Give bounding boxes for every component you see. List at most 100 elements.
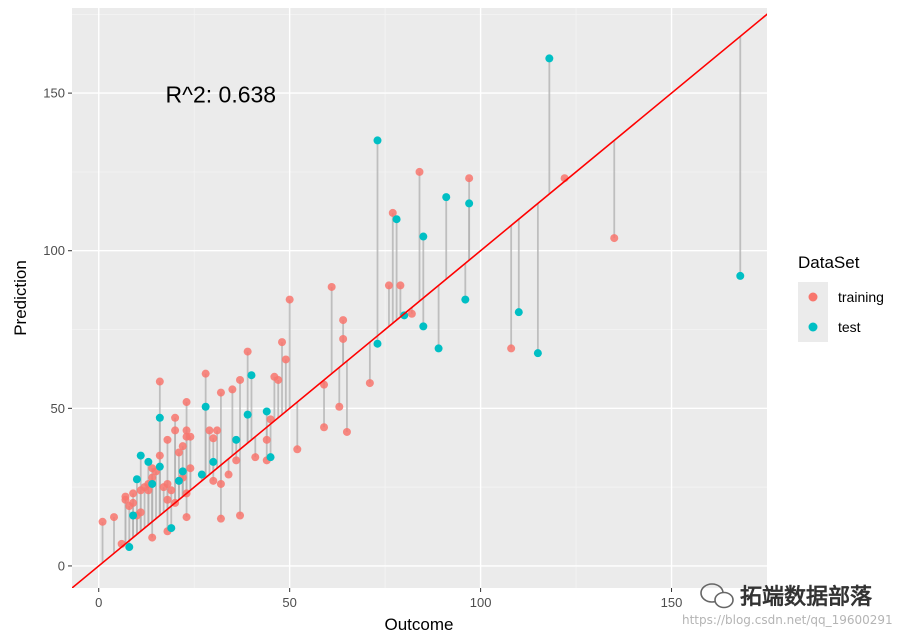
point-training [174,448,183,457]
legend-key-test [808,322,818,332]
y-axis-ticks: 0 50 100 150 [43,86,72,573]
point-training [216,479,225,488]
point-training [327,282,336,291]
point-test [736,271,745,280]
point-test [533,349,542,358]
point-training [136,508,145,517]
point-training [465,174,474,183]
point-test [125,543,134,552]
point-test [373,339,382,348]
point-training [129,498,138,507]
point-training [216,388,225,397]
point-training [182,426,191,435]
point-training [224,470,233,479]
point-training [610,234,619,243]
watermark: 拓端数据部落 https://blog.csdn.net/qq_19600291 [682,583,893,627]
point-training [167,486,176,495]
legend: DataSet training test [798,253,884,342]
point-training [121,492,130,501]
y-tick-label: 100 [43,243,65,258]
point-test [442,193,451,202]
point-training [110,513,119,522]
point-training [388,208,397,217]
point-test [148,479,157,488]
point-training [339,316,348,325]
point-training [178,442,187,451]
point-training [163,435,172,444]
point-test [232,435,241,444]
y-tick-label: 0 [58,558,65,573]
x-tick-label: 100 [470,595,492,610]
point-training [155,377,164,386]
point-test [392,215,401,224]
point-training [205,426,214,435]
point-training [266,415,275,424]
point-training [293,445,302,454]
point-training [98,517,107,526]
point-test [129,511,138,520]
point-training [415,167,424,176]
point-training [285,295,294,304]
point-training [209,476,218,485]
y-axis-title: Prediction [11,260,30,336]
point-training [186,432,195,441]
point-test [373,136,382,145]
legend-label-test: test [838,319,861,335]
data-points [98,54,745,552]
point-test [461,295,470,304]
point-training [171,426,180,435]
point-training [228,385,237,394]
point-training [144,486,153,495]
point-test [465,199,474,208]
point-training [201,369,210,378]
watermark-url: https://blog.csdn.net/qq_19600291 [682,613,893,627]
point-training [148,473,157,482]
x-axis-title: Outcome [385,615,454,634]
x-tick-label: 0 [95,595,102,610]
point-training [335,402,344,411]
point-training [186,464,195,473]
point-test [136,451,145,460]
point-test [178,467,187,476]
point-training [274,375,283,384]
point-training [407,309,416,318]
point-training [320,380,329,389]
point-training [213,426,222,435]
y-tick-label: 50 [51,401,65,416]
y-tick-label: 150 [43,86,65,101]
point-training [251,453,260,462]
point-training [171,413,180,422]
point-test [174,476,183,485]
point-training [209,434,218,443]
point-training [236,375,245,384]
point-training [281,355,290,364]
point-training [236,511,245,520]
point-training [232,456,241,465]
x-tick-label: 150 [661,595,683,610]
x-tick-label: 50 [282,595,296,610]
watermark-text: 拓端数据部落 [740,584,873,610]
legend-label-training: training [838,289,884,305]
point-training [507,344,516,353]
point-training [278,338,287,347]
point-training [243,347,252,356]
point-test [400,311,409,320]
point-test [167,524,176,533]
point-training [182,398,191,407]
point-test [132,475,141,484]
point-test [144,457,153,466]
reference-line [72,13,767,588]
point-test [545,54,554,63]
legend-title: DataSet [798,253,860,272]
point-training [320,423,329,432]
point-training [365,379,374,388]
point-training [155,451,164,460]
x-axis-ticks: 0 50 100 150 [95,588,682,610]
point-test [419,322,428,331]
point-test [419,232,428,241]
point-test [266,453,275,462]
point-test [197,470,206,479]
point-training [396,281,405,290]
point-test [434,344,443,353]
